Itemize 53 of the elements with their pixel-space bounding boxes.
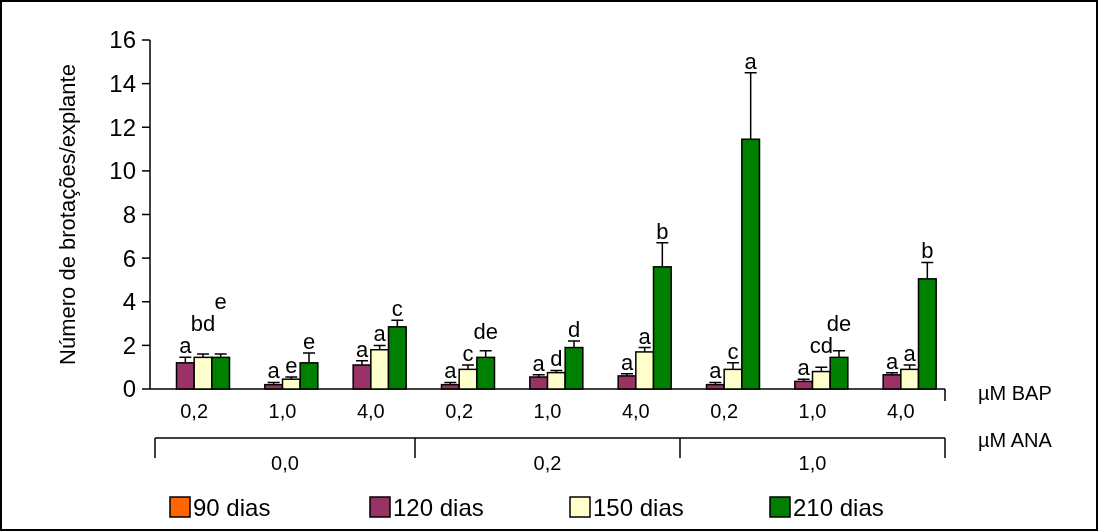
data-label: e (285, 353, 298, 378)
x-tick-label: 4,0 (356, 400, 385, 422)
legend-label: 90 dias (193, 494, 271, 521)
data-label: d (567, 317, 581, 343)
text: µM ANA (978, 429, 1053, 451)
text: 1,0 (798, 452, 827, 474)
data-label: a (797, 355, 811, 381)
x-tick-label: 4,0 (621, 400, 650, 422)
data-label: de (473, 319, 498, 345)
data-label: a (179, 333, 193, 359)
x-tick-label: 1,0 (268, 400, 297, 422)
x-tick-label: 1,0 (533, 400, 562, 422)
data-label: a (638, 323, 652, 349)
data-label: b (656, 218, 669, 244)
legend-label: 210 dias (793, 494, 884, 521)
text: 0,2 (533, 452, 562, 474)
data-label: a (267, 358, 281, 384)
data-label: c (391, 296, 403, 322)
data-label: a (532, 350, 546, 376)
y-tick-label: 12 (109, 113, 136, 141)
x-axis-title: µM BAP (978, 382, 1052, 404)
y-axis-title: Número de brotações/explante (55, 64, 80, 365)
data-label: e (214, 289, 227, 315)
y-tick-label: 14 (109, 70, 136, 98)
data-label: d (550, 346, 563, 372)
x-tick-label: 0,2 (445, 400, 474, 422)
legend-label: 150 dias (593, 494, 684, 521)
data-label: e (302, 329, 316, 355)
y-tick-label: 2 (122, 331, 136, 359)
data-label: b (921, 238, 934, 264)
data-label: a (355, 336, 369, 362)
text: 0,0 (271, 452, 299, 474)
data-label: a (885, 348, 899, 374)
y-tick-label: 10 (109, 157, 136, 185)
data-label: a (709, 358, 723, 384)
x-tick-label: 4,0 (886, 400, 915, 422)
data-label: c (727, 338, 739, 364)
y-tick-label: 4 (122, 288, 136, 316)
y-tick-label: 16 (109, 26, 136, 54)
data-label: a (444, 358, 458, 384)
data-label: a (744, 48, 758, 74)
data-label: a (620, 349, 634, 375)
data-label: c (462, 341, 474, 367)
x-tick-label: 0,2 (710, 400, 739, 422)
x-tick-label: 1,0 (798, 400, 827, 422)
y-tick-label: 0 (122, 375, 136, 403)
data-label: a (373, 321, 387, 347)
data-label: bd (190, 311, 216, 337)
y-tick-label: 6 (122, 244, 136, 272)
legend-label: 120 dias (393, 494, 484, 521)
data-label: a (903, 341, 917, 367)
y-tick-label: 8 (122, 200, 136, 228)
x-tick-label: 0,2 (180, 400, 209, 422)
